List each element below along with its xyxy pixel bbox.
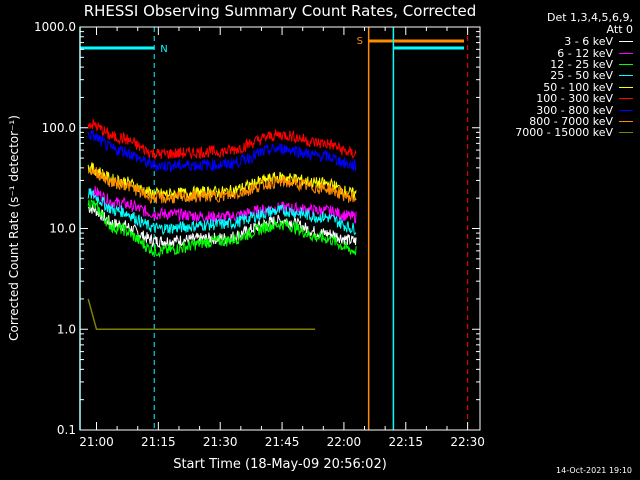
series-line-50-100kev xyxy=(87,162,357,200)
legend-swatch xyxy=(619,75,633,77)
legend-entry: 12 - 25 keV xyxy=(483,57,633,71)
legend-header-1: Det 1,3,4,5,6,9, xyxy=(546,11,633,24)
series-line-100-300kev xyxy=(87,118,357,160)
legend-entry: 3 - 6 keV xyxy=(483,35,633,49)
legend-swatch xyxy=(619,109,633,111)
legend-swatch xyxy=(619,120,633,122)
series-line-25-50kev xyxy=(87,188,357,236)
legend-swatch xyxy=(619,86,633,88)
series-line-6-12kev xyxy=(88,186,357,224)
chart-title: RHESSI Observing Summary Count Rates, Co… xyxy=(84,2,477,20)
generation-timestamp: 14-Oct-2021 19:10 xyxy=(556,466,632,475)
series-line-800-7000kev xyxy=(87,167,357,205)
legend-label: 7000 - 15000 keV xyxy=(515,126,613,140)
x-tick-label: 21:45 xyxy=(265,435,300,449)
series-line-300-800kev xyxy=(87,130,357,173)
y-tick-label: 1000.0 xyxy=(34,20,76,34)
legend-swatch xyxy=(619,41,633,43)
y-tick-label: 10.0 xyxy=(49,222,76,236)
legend-swatch xyxy=(619,63,633,65)
x-axis-label: Start Time (18-May-09 20:56:02) xyxy=(173,457,387,472)
legend-entry: 50 - 100 keV xyxy=(483,80,633,94)
legend-label: 25 - 50 keV xyxy=(550,69,613,83)
y-tick-label: 100.0 xyxy=(42,121,76,135)
series-line-12-25kev xyxy=(87,199,357,259)
series-line-7000-15000-kev xyxy=(87,298,316,331)
legend-entry: 6 - 12 keV xyxy=(483,46,633,60)
legend-entry: 300 - 800 keV xyxy=(483,103,633,117)
legend-swatch xyxy=(619,52,633,54)
legend-header-2: Att 0 xyxy=(606,23,633,36)
legend-label: 3 - 6 keV xyxy=(564,35,613,49)
legend-label: 12 - 25 keV xyxy=(550,57,613,71)
x-tick-label: 21:30 xyxy=(203,435,238,449)
saa-marker-label: S xyxy=(357,36,363,47)
legend-label: 6 - 12 keV xyxy=(557,46,613,60)
x-tick-label: 22:15 xyxy=(388,435,423,449)
legend-swatch xyxy=(619,132,633,134)
y-tick-label: 1.0 xyxy=(57,322,76,336)
legend-entry: 800 - 7000 keV xyxy=(483,114,633,128)
night-marker-label: N xyxy=(160,44,167,55)
x-tick-label: 22:00 xyxy=(327,435,362,449)
legend-entry: 25 - 50 keV xyxy=(483,69,633,83)
x-tick-label: 21:00 xyxy=(79,435,114,449)
legend-label: 300 - 800 keV xyxy=(536,103,613,117)
y-axis-label: Corrected Count Rate (s⁻¹ detector⁻¹) xyxy=(7,115,21,341)
legend-label: 50 - 100 keV xyxy=(543,80,613,94)
legend-entry: 100 - 300 keV xyxy=(483,92,633,106)
y-tick-label: 0.1 xyxy=(57,423,76,437)
legend-swatch xyxy=(619,98,633,100)
legend: Det 1,3,4,5,6,9, Att 0 3 - 6 keV 6 - 12 k… xyxy=(483,12,633,139)
legend-label: 800 - 7000 keV xyxy=(529,114,613,128)
legend-label: 100 - 300 keV xyxy=(536,92,613,106)
x-tick-label: 22:30 xyxy=(450,435,485,449)
legend-entry: 7000 - 15000 keV xyxy=(483,126,633,140)
x-tick-label: 21:15 xyxy=(141,435,176,449)
